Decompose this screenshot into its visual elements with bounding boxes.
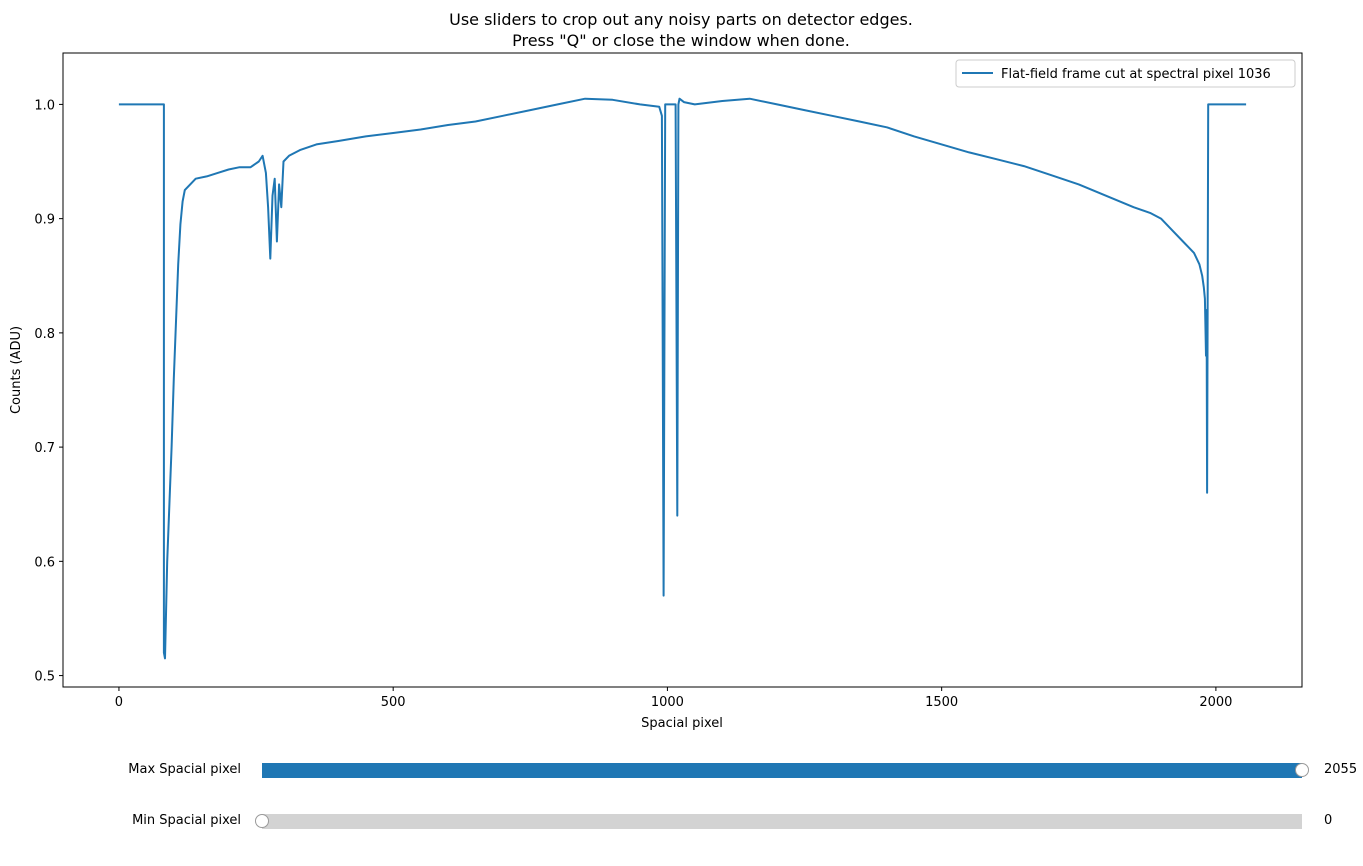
slider-track[interactable] <box>255 813 1302 829</box>
y-tick-label: 0.6 <box>34 555 55 570</box>
y-axis-label: Counts (ADU) <box>9 326 24 414</box>
slider-label: Max Spacial pixel <box>128 762 241 777</box>
legend-frame <box>955 59 1296 88</box>
x-axis-label: Spacial pixel <box>641 716 723 731</box>
x-axis-ticks: 0 500 1000 1500 2000 <box>115 687 1232 710</box>
x-tick-label: 2000 <box>1199 695 1232 710</box>
x-tick-label: 0 <box>115 695 123 710</box>
series-line <box>118 97 1247 660</box>
x-tick-label: 1000 <box>651 695 684 710</box>
plot-area <box>62 52 1303 688</box>
legend-entry-label: Flat-field frame cut at spectral pixel 1… <box>1001 67 1271 82</box>
slider-label: Min Spacial pixel <box>132 813 241 828</box>
series-layer <box>118 97 1247 660</box>
y-tick-label: 0.7 <box>34 441 55 456</box>
y-tick-label: 1.0 <box>34 98 55 113</box>
slider-value: 2055 <box>1324 762 1358 777</box>
x-tick-label: 500 <box>381 695 406 710</box>
slider-handle[interactable] <box>255 813 269 828</box>
y-axis-ticks: 0.5 0.6 0.7 0.8 0.9 1.0 <box>34 98 63 685</box>
slider-fill <box>262 763 1302 778</box>
y-tick-label: 0.8 <box>34 327 55 342</box>
y-tick-label: 0.5 <box>34 670 55 685</box>
y-tick-label: 0.9 <box>34 213 55 228</box>
legend: Flat-field frame cut at spectral pixel 1… <box>955 59 1296 88</box>
slider-value: 0 <box>1324 813 1333 828</box>
x-tick-label: 1500 <box>925 695 958 710</box>
max-spacial-pixel-slider[interactable]: Max Spacial pixel 2055 <box>0 759 1363 783</box>
chart-title-line2: Press "Q" or close the window when done. <box>512 31 850 50</box>
min-spacial-pixel-slider[interactable]: Min Spacial pixel 0 <box>0 810 1363 834</box>
slider-track[interactable] <box>262 762 1309 778</box>
slider-handle[interactable] <box>1295 762 1309 777</box>
chart-title-line1: Use sliders to crop out any noisy parts … <box>449 10 913 29</box>
